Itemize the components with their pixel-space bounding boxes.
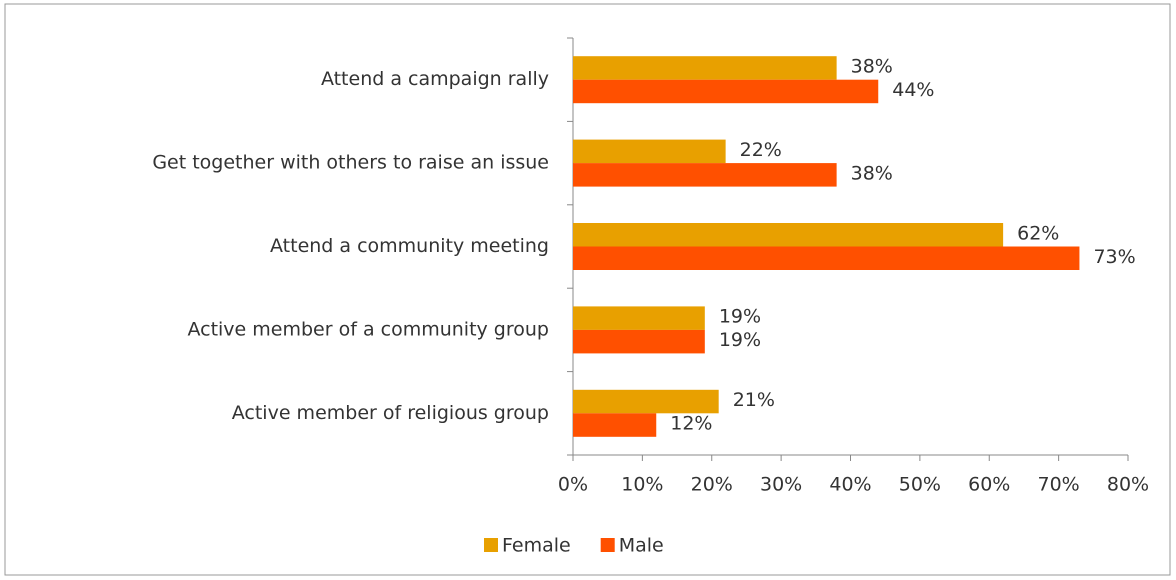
bar (573, 329, 705, 354)
x-tick-label: 10% (621, 474, 663, 496)
y-tick-label: Attend a community meeting (270, 235, 549, 257)
y-tick-label: Get together with others to raise an iss… (152, 152, 549, 174)
y-tick-label: Active member of a community group (187, 318, 549, 340)
bar (573, 246, 1080, 270)
x-tick-label: 60% (968, 474, 1010, 496)
legend-label: Male (619, 535, 664, 557)
y-tick-label: Active member of religious group (232, 402, 549, 424)
legend-swatch (600, 538, 615, 552)
bar (573, 413, 657, 437)
x-tick-label: 30% (760, 474, 802, 496)
legend-swatch (484, 538, 498, 552)
x-tick-label: 0% (558, 474, 588, 496)
value-label: 62% (1017, 222, 1059, 244)
value-label: 44% (892, 79, 934, 101)
value-label: 38% (851, 162, 893, 184)
value-label: 12% (670, 413, 712, 435)
value-label: 21% (733, 389, 775, 411)
x-tick-label: 70% (1038, 474, 1080, 496)
bar (573, 223, 1004, 247)
y-tick-label: Attend a campaign rally (321, 68, 549, 90)
bar (573, 389, 719, 414)
bar (573, 163, 837, 187)
value-label: 19% (719, 306, 761, 328)
bar (573, 139, 726, 164)
bar (573, 306, 705, 330)
bar (573, 79, 879, 104)
x-tick-label: 80% (1107, 474, 1149, 496)
value-label: 22% (740, 139, 782, 161)
x-tick-label: 40% (829, 474, 871, 496)
x-tick-label: 20% (691, 474, 733, 496)
value-label: 19% (719, 329, 761, 351)
x-tick-label: 50% (899, 474, 941, 496)
bar (573, 56, 837, 80)
legend-label: Female (502, 535, 571, 557)
value-label: 73% (1093, 246, 1135, 268)
value-label: 38% (851, 55, 893, 77)
